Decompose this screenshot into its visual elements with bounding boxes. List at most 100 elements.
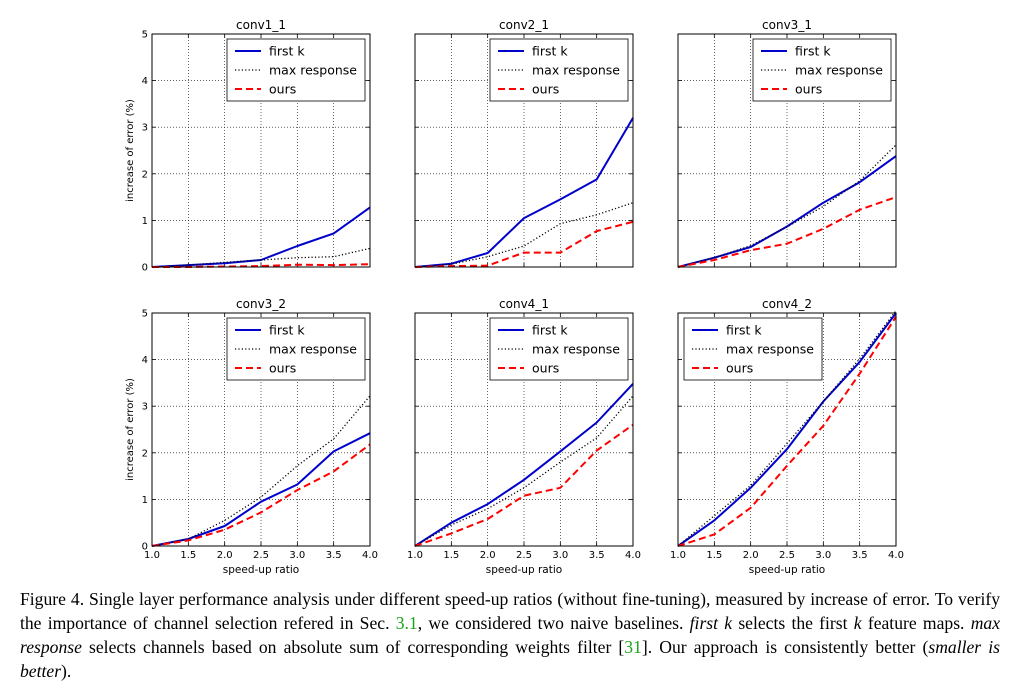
series-line-max-response: [151, 247, 371, 268]
chart-conv4-1: 1.0 1.5 2.0 2.5 3.0 3.5 4.0 conv4_1 speed-up rat…: [407, 297, 641, 576]
legend-label: max response: [269, 63, 357, 78]
series-line-max-response: [677, 310, 897, 547]
series-line-first-k: [414, 383, 634, 547]
series-line-ours: [414, 220, 634, 268]
series-line-ours: [151, 443, 371, 547]
x-tick-label: 2.0: [480, 550, 496, 561]
legend: first k max response ours: [226, 38, 366, 102]
legend-box: [489, 317, 629, 381]
legend-box: [683, 317, 823, 381]
legend-label: max response: [269, 342, 357, 357]
plot-frame: [151, 312, 371, 547]
legend-box: [489, 38, 629, 102]
legend: first k max response ours: [489, 317, 629, 381]
chart-title: conv3_1: [762, 18, 812, 32]
legend: first k max response ours: [752, 38, 892, 102]
legend-label: max response: [795, 63, 883, 78]
legend-label: first k: [795, 44, 831, 59]
chart-title: conv2_1: [499, 18, 549, 32]
x-axis-label: speed-up ratio: [486, 564, 562, 576]
legend-label: first k: [532, 323, 568, 338]
y-axis-label: increase of error (%): [125, 99, 136, 202]
x-tick-label: 3.0: [815, 550, 831, 561]
y-axis-label: increase of error (%): [125, 378, 136, 481]
series-line-first-k: [151, 432, 371, 547]
section-ref-link[interactable]: 3.1: [395, 613, 418, 633]
series-line-first-k: [151, 206, 371, 268]
legend-label: first k: [532, 44, 568, 59]
legend-label: ours: [269, 361, 296, 376]
plot-frame: [414, 33, 634, 268]
x-axis-label: speed-up ratio: [749, 564, 825, 576]
series-line-max-response: [414, 202, 634, 268]
chart-title: conv3_2: [236, 297, 286, 311]
y-tick-label: 0: [142, 263, 148, 274]
x-tick-label: 1.5: [706, 550, 722, 561]
y-tick-label: 4: [142, 76, 148, 87]
citation-link[interactable]: 31: [624, 637, 642, 657]
series-line-first-k: [414, 117, 634, 268]
legend-label: max response: [532, 63, 620, 78]
chart-conv1-1: 0 1 2 3 4 5 conv1_1 increase of error (%) first …: [125, 18, 371, 274]
caption-label: Figure 4.: [20, 589, 85, 609]
y-tick-label: 3: [142, 123, 148, 134]
x-tick-label: 3.5: [326, 550, 342, 561]
y-tick-label: 1: [142, 495, 148, 506]
x-tick-label: 1.5: [443, 550, 459, 561]
x-tick-label: 1.0: [670, 550, 686, 561]
chart-conv4-2: 1.0 1.5 2.0 2.5 3.0 3.5 4.0 conv4_2 speed-up rat…: [670, 297, 904, 576]
series-line-max-response: [151, 395, 371, 547]
plot-frame: [414, 312, 634, 547]
legend-label: max response: [726, 342, 814, 357]
y-tick-label: 2: [142, 448, 148, 459]
x-tick-label: 3.0: [289, 550, 305, 561]
chart-title: conv4_2: [762, 297, 812, 311]
legend-box: [226, 317, 366, 381]
legend-label: ours: [532, 82, 559, 97]
y-tick-label: 4: [142, 355, 148, 366]
legend: first k max response ours: [226, 317, 366, 381]
series-line-ours: [414, 423, 634, 547]
legend: first k max response ours: [489, 38, 629, 102]
series-line-first-k: [677, 312, 897, 547]
y-tick-label: 0: [142, 542, 148, 553]
x-tick-label: 2.0: [217, 550, 233, 561]
y-tick-label: 5: [142, 309, 148, 320]
legend-label: max response: [532, 342, 620, 357]
figure-caption: Figure 4. Single layer performance analy…: [20, 589, 1000, 681]
legend-label: first k: [269, 44, 305, 59]
x-tick-label: 2.0: [743, 550, 759, 561]
series-line-ours: [677, 316, 897, 547]
legend-label: ours: [532, 361, 559, 376]
chart-conv3-2: 0 1 2 3 4 5 1.0 1.5 2.0 2.5 3.0 3.5 4.0 conv3_2increa…: [125, 297, 378, 576]
chart-title: conv4_1: [499, 297, 549, 311]
x-tick-label: 3.5: [589, 550, 605, 561]
legend-label: ours: [726, 361, 753, 376]
legend-label: first k: [269, 323, 305, 338]
x-tick-label: 1.0: [407, 550, 423, 561]
plot-frame: [151, 33, 371, 268]
chart-title: conv1_1: [236, 18, 286, 32]
x-tick-label: 1.0: [144, 550, 160, 561]
series-line-max-response: [677, 144, 897, 268]
plot-frame: [677, 312, 897, 547]
x-axis-label: speed-up ratio: [223, 564, 299, 576]
legend-box: [752, 38, 892, 102]
x-tick-label: 1.5: [180, 550, 196, 561]
x-tick-label: 2.5: [516, 550, 532, 561]
series-line-ours: [677, 196, 897, 268]
x-tick-label: 2.5: [779, 550, 795, 561]
x-tick-label: 2.5: [253, 550, 269, 561]
x-tick-label: 4.0: [362, 550, 378, 561]
y-tick-label: 3: [142, 402, 148, 413]
legend-box: [226, 38, 366, 102]
x-tick-label: 3.5: [852, 550, 868, 561]
figure-4-charts: 0 1 2 3 4 5 conv1_1 increase of error (%) first …: [125, 18, 904, 576]
legend-label: first k: [726, 323, 762, 338]
y-tick-label: 2: [142, 169, 148, 180]
x-tick-label: 4.0: [888, 550, 904, 561]
legend: first k max response ours: [683, 317, 823, 381]
plot-frame: [677, 33, 897, 268]
